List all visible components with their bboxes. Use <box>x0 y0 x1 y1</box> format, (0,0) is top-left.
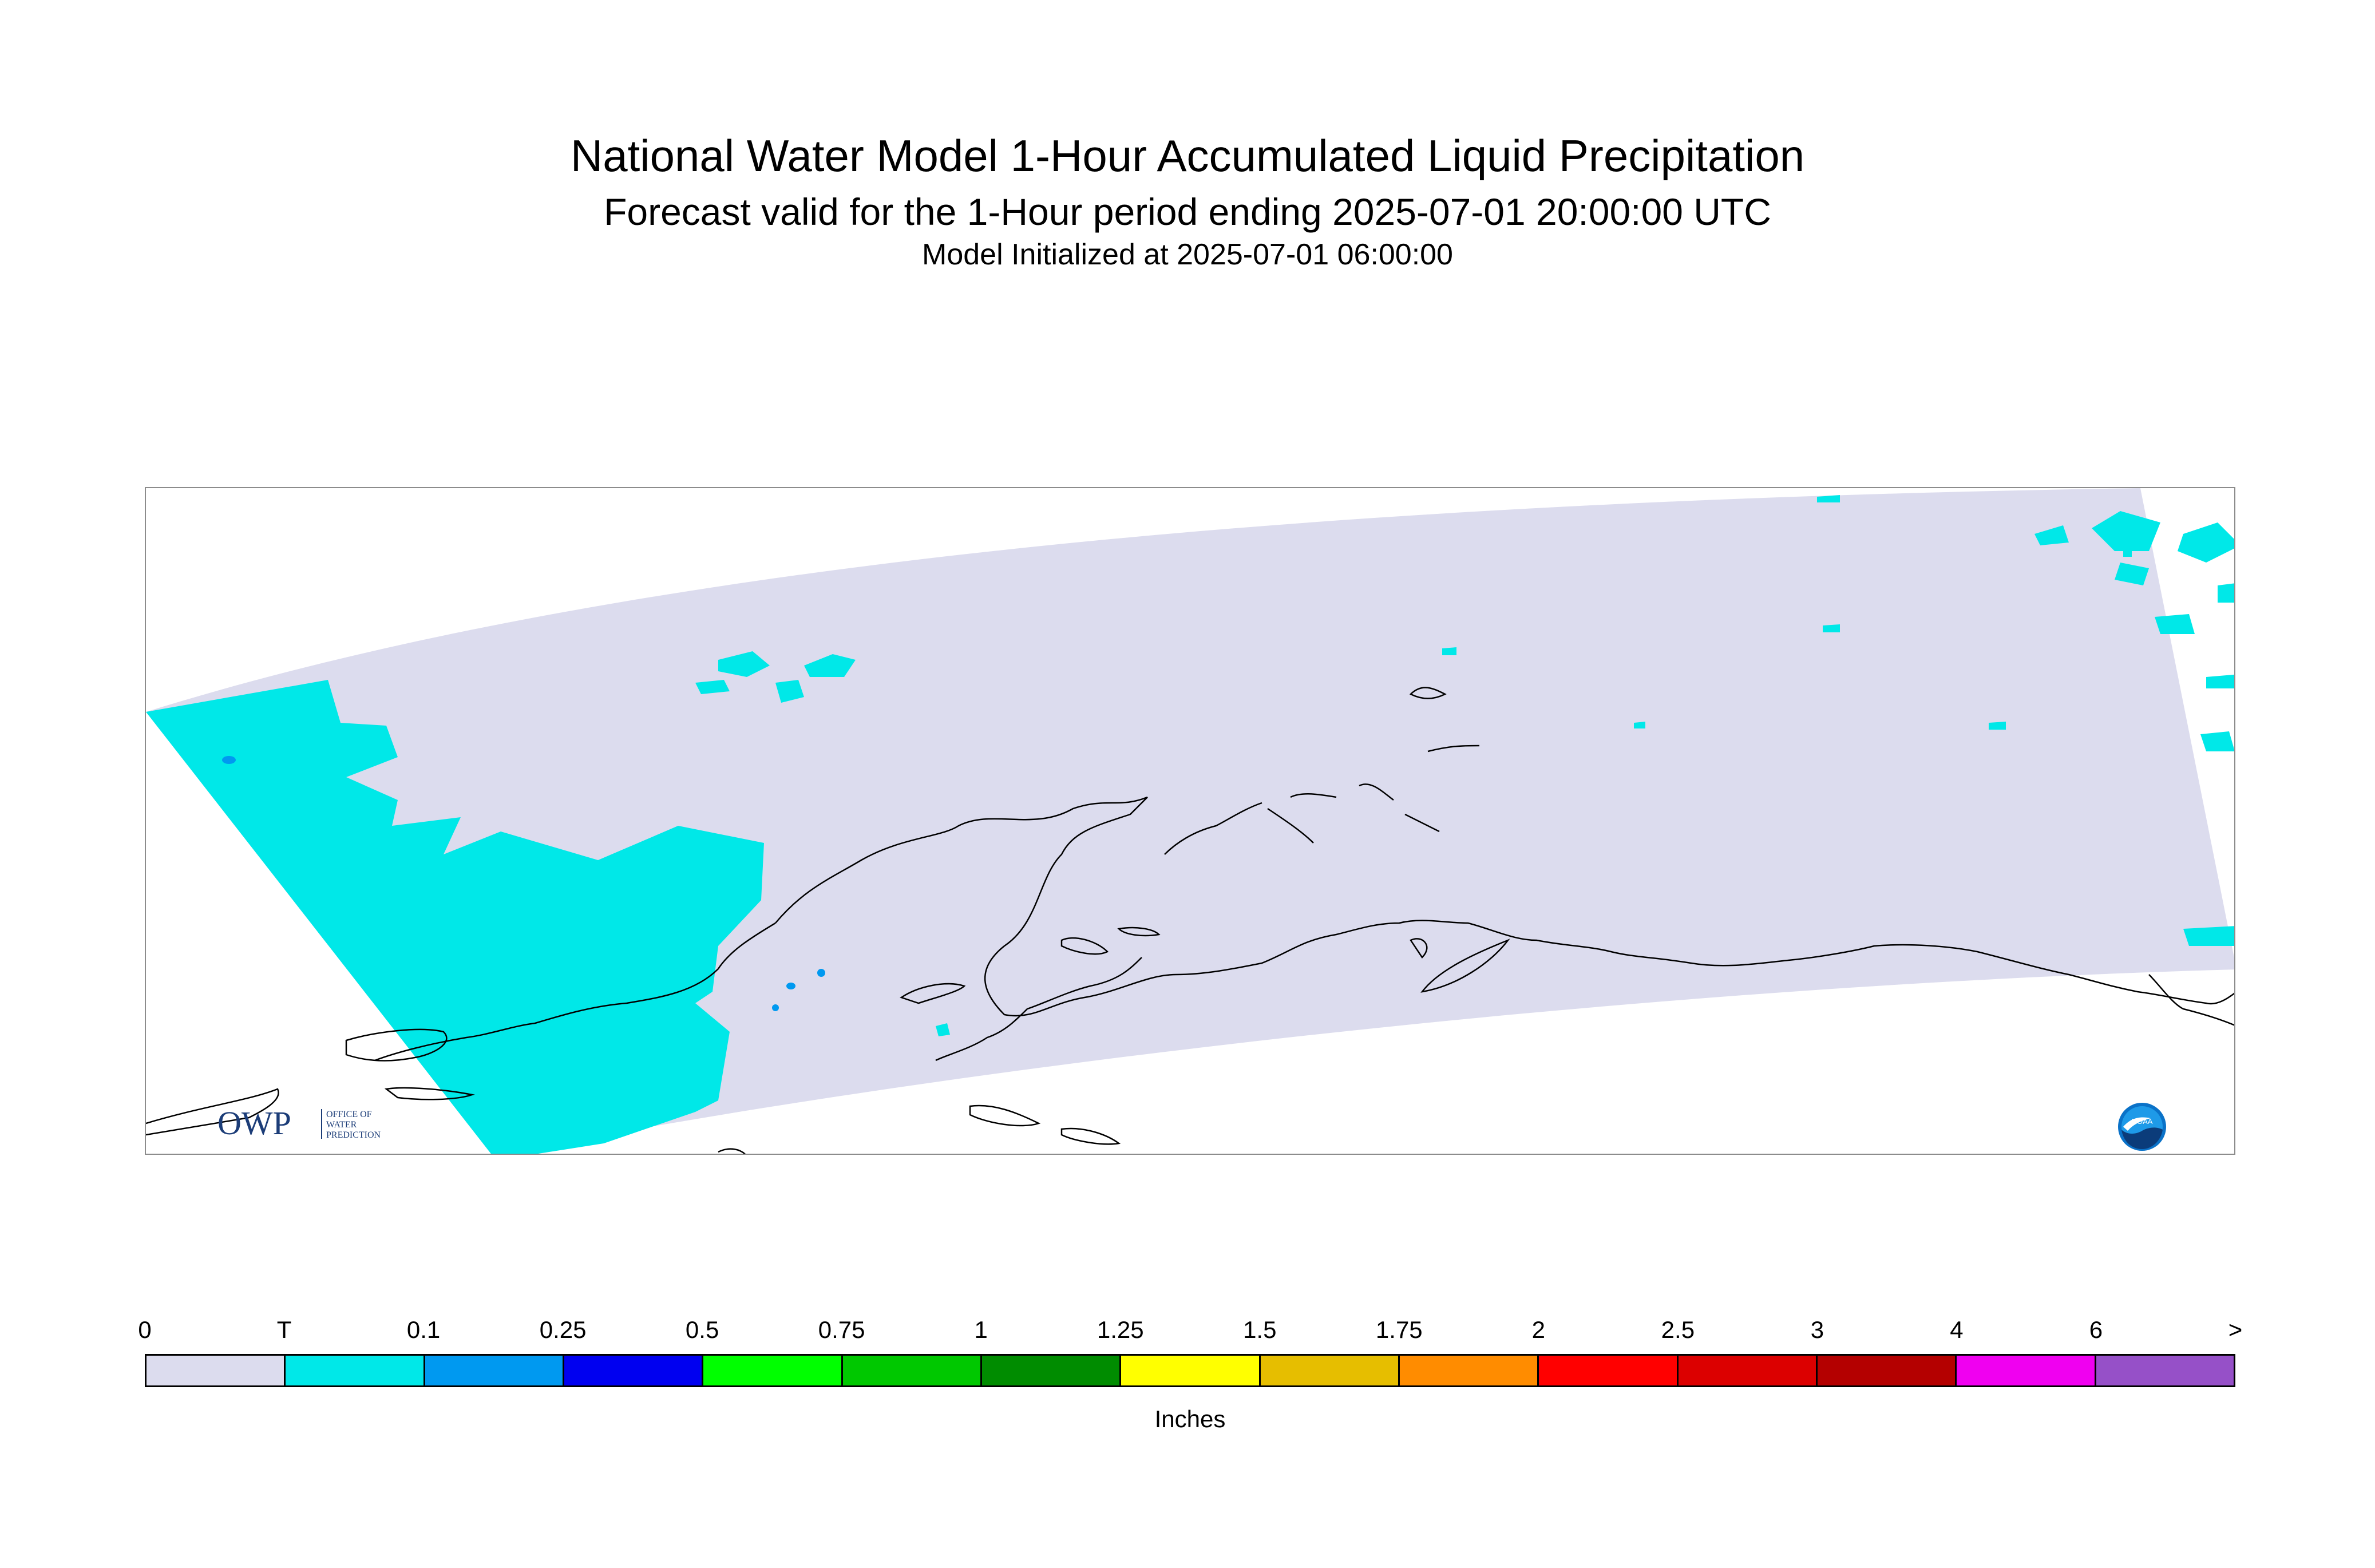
owp-logo-line-2: WATER <box>326 1120 357 1130</box>
coastline-island-6 <box>1410 938 1428 959</box>
legend-tick-label: 3 <box>1810 1316 1824 1343</box>
trace-area-ne-5 <box>2218 583 2234 603</box>
coastline-north-2 <box>1427 745 1480 753</box>
legend-color-bar <box>145 1354 2235 1387</box>
trace-area-ne-1 <box>2092 511 2160 551</box>
trace-area-small-6 <box>936 1023 950 1036</box>
noaa-logo: NOAA <box>2116 1101 2168 1155</box>
coastline-kodiak <box>935 957 1142 1062</box>
legend-swatch <box>1957 1356 2096 1385</box>
legend-tick-label: > <box>2228 1316 2243 1343</box>
trace-area-north-3 <box>695 680 730 694</box>
trace-area-ne-9 <box>2200 731 2234 751</box>
legend-swatch <box>425 1356 564 1385</box>
legend-tick-label: 2 <box>1531 1316 1546 1343</box>
legend-swatch <box>1817 1356 1957 1385</box>
legend-swatch <box>2096 1356 2234 1385</box>
legend-swatch <box>564 1356 704 1385</box>
trace-area-north-2 <box>804 654 856 677</box>
coastline-s-island <box>718 1148 746 1154</box>
coastline-island-4 <box>1060 1127 1121 1145</box>
noaa-logo-text: NOAA <box>2132 1117 2153 1126</box>
legend-tick-label: 1.75 <box>1375 1316 1423 1343</box>
legend-tick-label: 6 <box>2089 1316 2103 1343</box>
owp-logo-line-3: PREDICTION <box>326 1130 381 1140</box>
owp-logo-line-1: OFFICE OF <box>326 1110 372 1119</box>
coastlines <box>146 687 2234 1154</box>
legend-tick-label: 2.5 <box>1661 1316 1695 1343</box>
legend-swatch <box>1678 1356 1818 1385</box>
trace-area-ne-2 <box>2034 525 2069 545</box>
legend-unit-label: Inches <box>1154 1405 1226 1432</box>
trace-area-ne-3 <box>2178 522 2234 563</box>
coastline-north-1 <box>1409 687 1447 699</box>
trace-area-small-2 <box>1823 624 1840 632</box>
trace-area-west <box>146 680 764 1154</box>
trace-area-small-5 <box>1989 722 2006 730</box>
legend-swatch <box>703 1356 843 1385</box>
owp-logo-mark: OWP <box>217 1104 291 1142</box>
model-initialized-text: Model Initialized at 2025-07-01 06:00:00 <box>922 238 1453 271</box>
coastline-island-2 <box>384 1087 475 1100</box>
trace-area-small-4 <box>1634 722 1645 728</box>
legend-tick-label: T <box>276 1316 292 1343</box>
coastline-lake-2 <box>1117 926 1161 937</box>
legend-swatch <box>842 1356 982 1385</box>
coastline-lake-1 <box>1060 937 1109 955</box>
legend-swatch <box>981 1356 1122 1385</box>
coastline-fjords <box>1164 783 1440 855</box>
legend-tick-label: 0.1 <box>406 1316 441 1343</box>
trace-area-ne-7 <box>2123 551 2132 557</box>
coastline-bay <box>900 983 966 1004</box>
legend-tick-label: 1.25 <box>1097 1316 1144 1343</box>
trace-area-small-1 <box>1817 495 1840 502</box>
trace-area-north <box>718 651 770 677</box>
legend-tick-label: 0.5 <box>685 1316 719 1343</box>
map-canvas <box>146 488 2234 1154</box>
coastline-se <box>2148 974 2234 1026</box>
trace-area-east <box>2183 926 2234 946</box>
trace-area-ne-4 <box>2115 563 2149 585</box>
coastline-island-5 <box>1420 939 1510 993</box>
legend-swatch <box>286 1356 425 1385</box>
coastline-island-1 <box>345 1028 448 1062</box>
owp-logo: OWP OFFICE OF WATER PREDICTION <box>217 1104 423 1147</box>
trace-area-ne-8 <box>2206 674 2234 688</box>
precipitation-map[interactable] <box>145 487 2235 1155</box>
trace-area-ne-6 <box>2155 614 2195 634</box>
legend-swatch <box>1260 1356 1400 1385</box>
legend-swatch <box>1121 1356 1261 1385</box>
legend-tick-label: 4 <box>1950 1316 1964 1343</box>
light-rain-spots <box>222 756 825 1011</box>
legend-tick-label: 1 <box>974 1316 988 1343</box>
coastline-peninsula <box>374 922 776 1062</box>
coastline-sw <box>146 1088 279 1136</box>
precipitation-trace-areas <box>146 495 2234 1154</box>
legend-tick-labels: 0 T 0.1 0.25 0.5 0.75 1 1.25 1.5 1.75 2 2.5 3 4 6 > <box>138 1316 2242 1351</box>
color-legend: 0 T 0.1 0.25 0.5 0.75 1 1.25 1.5 1.75 2 2.5 3 4 6 > Inc… <box>138 1316 2242 1432</box>
legend-swatch <box>147 1356 286 1385</box>
legend-tick-label: 0.25 <box>539 1316 587 1343</box>
legend-swatch <box>1399 1356 1539 1385</box>
legend-tick-label: 0 <box>138 1316 152 1343</box>
coastline-main <box>775 796 2234 1017</box>
legend-tick-label: 1.5 <box>1243 1316 1277 1343</box>
map-title: National Water Model 1-Hour Accumulated … <box>570 130 1805 181</box>
legend-tick-label: 0.75 <box>818 1316 865 1343</box>
forecast-valid-subtitle: Forecast valid for the 1-Hour period end… <box>604 191 1771 233</box>
trace-area-north-4 <box>775 680 804 703</box>
legend-swatch <box>1539 1356 1679 1385</box>
trace-area-small-3 <box>1442 647 1456 655</box>
coastline-island-3 <box>969 1104 1041 1127</box>
